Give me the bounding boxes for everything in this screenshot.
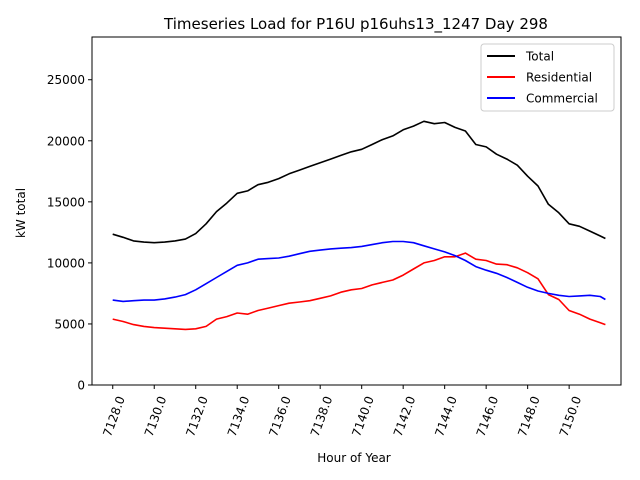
- y-tick-label: 5000: [54, 317, 85, 331]
- y-tick-label: 25000: [47, 73, 85, 87]
- axes-frame: [91, 36, 622, 386]
- chart-title: Timeseries Load for P16U p16uhs13_1247 D…: [163, 15, 548, 34]
- legend-label-residential: Residential: [526, 71, 592, 85]
- legend-label-total: Total: [525, 50, 554, 64]
- series-line-total: [112, 120, 606, 244]
- legend-label-commercial: Commercial: [526, 92, 598, 106]
- plot-area: [112, 120, 606, 331]
- y-tick-label: 15000: [47, 195, 85, 209]
- y-axis: 0 5000 10000 15000 20000 25000: [47, 73, 92, 393]
- y-tick-label: 20000: [47, 134, 85, 148]
- legend: Total Residential Commercial: [480, 43, 615, 112]
- y-tick-label: 0: [77, 379, 85, 393]
- series-line-commercial: [112, 240, 606, 303]
- y-tick-label: 10000: [47, 256, 85, 270]
- y-axis-label: kW total: [14, 188, 28, 238]
- series-line-residential: [112, 252, 606, 331]
- legend-box: [480, 43, 615, 112]
- x-axis-label: Hour of Year: [317, 451, 391, 465]
